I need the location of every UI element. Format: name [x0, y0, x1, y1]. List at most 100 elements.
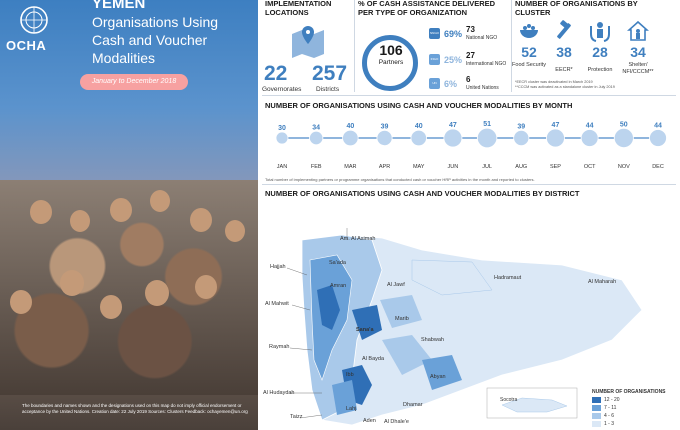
shelter-count: 34 — [630, 44, 646, 60]
legend-label: 1 - 3 — [604, 421, 615, 427]
map-label-sanaa: Sana'a — [356, 327, 374, 333]
ingo-pct: 25% — [444, 55, 463, 65]
protection-label: Protection — [587, 67, 613, 73]
data-point-jun — [443, 128, 463, 148]
data-point-feb — [309, 130, 324, 146]
map-label-amanat-al-asimah: Am. Al Asimah — [340, 236, 376, 242]
data-label-jan: 30 — [278, 125, 286, 132]
food-security-label: Food Security — [512, 62, 546, 68]
month-tick-may: MAY — [413, 164, 425, 170]
data-point-nov — [613, 127, 634, 149]
legend-swatch — [592, 405, 601, 411]
map-label-hadramaut: Hadramaut — [494, 275, 522, 281]
map-label-lahj: Lahj — [346, 406, 357, 412]
data-label-feb: 34 — [312, 124, 320, 131]
shelter-label: Shelter/ NFI/CCCM** — [622, 62, 654, 75]
month-tick-jan: JAN — [277, 164, 287, 170]
data-point-jul — [476, 127, 498, 149]
legend-label: 7 - 11 — [604, 405, 617, 411]
food-security-count: 52 — [521, 44, 537, 60]
map-label-al-jawf: Al Jawf — [387, 282, 405, 288]
month-tick-feb: FEB — [311, 164, 322, 170]
page-title: Organisations Using Cash and Voucher Mod… — [92, 14, 219, 66]
divider — [511, 0, 512, 92]
protection-count: 28 — [592, 44, 608, 60]
map-label-raymah: Raymah — [269, 344, 290, 350]
month-tick-jun: JUN — [448, 164, 459, 170]
data-label-nov: 50 — [620, 121, 628, 128]
legend-swatch — [592, 421, 601, 427]
legend-label: 4 - 6 — [604, 413, 615, 419]
map-label-hajjah: Hajjah — [270, 264, 286, 270]
data-point-jan — [275, 131, 289, 145]
food-bowl-icon — [520, 24, 538, 38]
data-point-apr — [376, 129, 393, 147]
legend-swatch — [592, 413, 601, 419]
map-label-socotra: Socotra — [500, 397, 518, 403]
map-label-aden: Aden — [363, 418, 376, 424]
month-tick-dec: DEC — [652, 164, 664, 170]
un-label: United Nations — [466, 85, 499, 91]
month-tick-aug: AUG — [515, 164, 527, 170]
data-label-aug: 39 — [517, 123, 525, 130]
cover-panel: OCHA YEMEN Organisations Using Cash and … — [0, 0, 258, 430]
data-label-jul: 51 — [483, 121, 491, 128]
data-label-jun: 47 — [449, 122, 457, 129]
un-emblem-icon — [20, 6, 48, 34]
protection-icon — [590, 22, 610, 42]
partners-label: Partners — [378, 59, 404, 66]
map-label-al-maharah: Al Maharah — [588, 279, 617, 285]
districts-label: Districts — [316, 86, 340, 93]
ingo-count: 27 — [466, 51, 475, 60]
data-label-dec: 44 — [654, 122, 662, 129]
map-label-ibb: Ibb — [346, 372, 354, 378]
monthly-note: Total number of implementing partners or… — [265, 177, 535, 182]
eecr-label: EECR* — [555, 67, 573, 73]
data-point-oct — [580, 129, 599, 147]
map-label-saada: Sa'ada — [329, 260, 346, 266]
monthly-line-chart: 30 JAN 34 FEB 40 MAR 39 APR 40 MAY 47 JUN 51 JUL 39 AUG… — [275, 121, 667, 170]
data-point-mar — [342, 129, 359, 147]
month-tick-jul: JUL — [482, 164, 492, 170]
legend-swatch — [592, 397, 601, 403]
map-label-marib: Marib — [395, 316, 409, 322]
disclaimer-text: The boundaries and names shown and the d… — [22, 403, 248, 414]
month-tick-nov: NOV — [618, 164, 630, 170]
data-point-aug — [513, 129, 530, 147]
un-badge: UN — [429, 78, 440, 89]
org-type-title: % OF CASH ASSISTANCE DELIVERED PER TYPE … — [358, 0, 496, 17]
legend-title: NUMBER OF ORGANISATIONS — [592, 389, 666, 395]
district-map-title: NUMBER OF ORGANISATIONS USING CASH AND V… — [265, 189, 580, 198]
ocha-logo-text: OCHA — [6, 38, 47, 53]
legend-label: 12 - 20 — [604, 397, 620, 403]
map-label-al-hudaydah: Al Hudaydah — [263, 390, 295, 396]
month-tick-apr: APR — [379, 164, 390, 170]
districts-count: 257 — [312, 62, 348, 85]
section-divider — [262, 95, 676, 96]
map-label-abyan: Abyan — [430, 374, 446, 380]
nngo-count: 73 — [466, 25, 475, 34]
data-label-may: 40 — [415, 123, 423, 130]
divider — [354, 0, 355, 92]
cluster-footnote-1: *EECR cluster was deactivated in March 2… — [515, 80, 593, 84]
data-label-apr: 39 — [381, 123, 389, 130]
month-tick-sep: SEP — [550, 164, 561, 170]
partners-donut — [362, 35, 418, 91]
map-label-taizz: Taizz — [290, 414, 303, 420]
partners-count: 106 — [379, 42, 403, 58]
data-point-may — [410, 129, 427, 147]
period-badge: January to December 2018 — [80, 74, 188, 90]
tools-icon — [557, 20, 571, 39]
cluster-footnote-2: **CCCM was activated as a standalone clu… — [515, 85, 615, 89]
section-divider — [262, 184, 676, 185]
nngo-label: National NGO — [466, 35, 498, 41]
data-point-sep — [545, 128, 565, 148]
implementation-title: IMPLEMENTATION LOCATIONS — [265, 0, 332, 17]
map-label-al-bayda: Al Bayda — [362, 356, 385, 362]
un-count: 6 — [466, 75, 471, 84]
data-point-dec — [649, 129, 667, 147]
ingo-badge: INGO — [429, 54, 440, 65]
map-label-dhamar: Dhamar — [403, 402, 423, 408]
map-label-amran: Amran — [330, 283, 347, 289]
shelter-icon — [627, 20, 649, 41]
